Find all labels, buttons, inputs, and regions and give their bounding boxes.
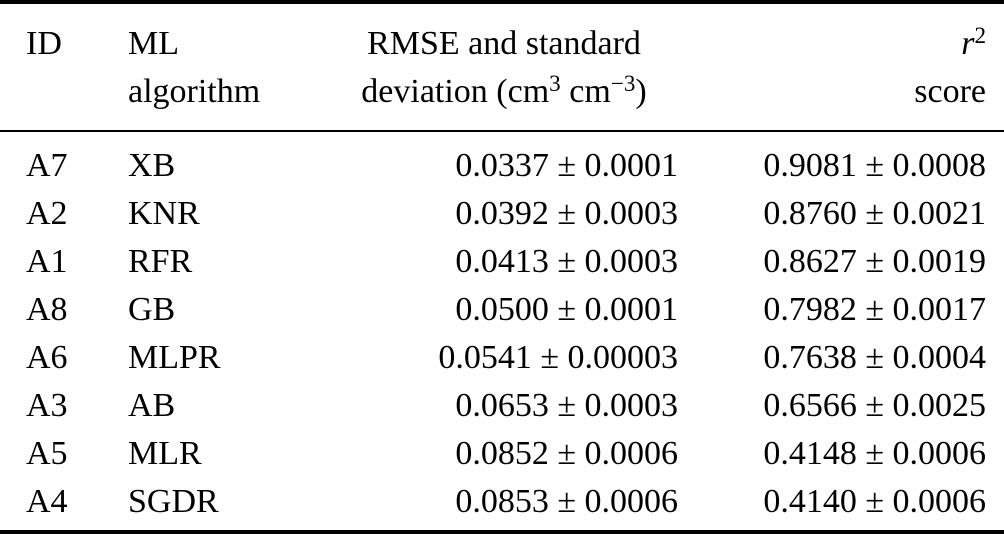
cell-r2-score: 0.6566 ± 0.0025 xyxy=(763,387,986,424)
header-rmse-line2: deviation (cm3 cm−3) xyxy=(330,68,678,116)
cell-algorithm: KNR xyxy=(128,195,200,232)
header-r2-line1: r2 xyxy=(678,20,986,68)
cell-algorithm: RFR xyxy=(128,243,193,280)
table-header: ID ML algorithm RMSE and standard deviat… xyxy=(0,4,1004,130)
header-rmse-unit-prefix: deviation (cm xyxy=(361,73,550,110)
table-row: A4 SGDR 0.0853 ± 0.0006 0.4140 ± 0.0006 xyxy=(0,478,1004,526)
table-top-rule xyxy=(0,0,1004,4)
cell-r2-score: 0.4140 ± 0.0006 xyxy=(763,483,986,520)
header-ml-algorithm: ML algorithm xyxy=(128,20,330,116)
table-row: A3 AB 0.0653 ± 0.0003 0.6566 ± 0.0025 xyxy=(0,382,1004,430)
table-row: A8 GB 0.0500 ± 0.0001 0.7982 ± 0.0017 xyxy=(0,286,1004,334)
cell-r2-score: 0.9081 ± 0.0008 xyxy=(763,147,986,184)
cell-rmse: 0.0653 ± 0.0003 xyxy=(455,387,678,424)
cell-rmse: 0.0853 ± 0.0006 xyxy=(455,483,678,520)
header-rmse-unit-mid: cm xyxy=(560,73,611,110)
cell-algorithm: SGDR xyxy=(128,483,219,520)
table-row: A2 KNR 0.0392 ± 0.0003 0.8760 ± 0.0021 xyxy=(0,190,1004,238)
cell-rmse: 0.0541 ± 0.00003 xyxy=(438,339,678,376)
header-rmse-unit-suffix: ) xyxy=(635,73,647,110)
cell-rmse: 0.0852 ± 0.0006 xyxy=(455,435,678,472)
cell-algorithm: XB xyxy=(128,147,176,184)
header-ml-line2: algorithm xyxy=(128,73,261,110)
cell-id: A2 xyxy=(26,195,68,232)
cell-rmse: 0.0337 ± 0.0001 xyxy=(455,147,678,184)
cell-rmse: 0.0500 ± 0.0001 xyxy=(455,291,678,328)
table-row: A6 MLPR 0.0541 ± 0.00003 0.7638 ± 0.0004 xyxy=(0,334,1004,382)
cell-algorithm: GB xyxy=(128,291,176,328)
cell-r2-score: 0.8627 ± 0.0019 xyxy=(763,243,986,280)
header-rmse-unit-sup2: −3 xyxy=(610,70,636,97)
header-id-line1: ID xyxy=(26,25,62,62)
table-body: A7 XB 0.0337 ± 0.0001 0.9081 ± 0.0008 A2… xyxy=(0,132,1004,526)
cell-id: A6 xyxy=(26,339,68,376)
cell-id: A7 xyxy=(26,147,68,184)
cell-id: A5 xyxy=(26,435,68,472)
cell-id: A8 xyxy=(26,291,68,328)
cell-rmse: 0.0392 ± 0.0003 xyxy=(455,195,678,232)
header-ml-line1: ML xyxy=(128,25,179,62)
cell-id: A4 xyxy=(26,483,68,520)
header-r2-exponent: 2 xyxy=(974,22,986,49)
header-id: ID xyxy=(0,20,128,116)
header-rmse-line1: RMSE and standard xyxy=(367,25,641,62)
table-bottom-rule xyxy=(0,530,1004,534)
cell-algorithm: MLR xyxy=(128,435,202,472)
table-row: A7 XB 0.0337 ± 0.0001 0.9081 ± 0.0008 xyxy=(0,142,1004,190)
cell-algorithm: AB xyxy=(128,387,176,424)
cell-id: A3 xyxy=(26,387,68,424)
header-rmse-unit-sup1: 3 xyxy=(549,70,561,97)
header-r2-line2: score xyxy=(914,73,986,110)
cell-id: A1 xyxy=(26,243,68,280)
table-row: A1 RFR 0.0413 ± 0.0003 0.8627 ± 0.0019 xyxy=(0,238,1004,286)
cell-r2-score: 0.7982 ± 0.0017 xyxy=(763,291,986,328)
header-rmse: RMSE and standard deviation (cm3 cm−3) xyxy=(330,20,678,116)
cell-r2-score: 0.8760 ± 0.0021 xyxy=(763,195,986,232)
header-r2-score: r2 score xyxy=(678,20,986,116)
cell-r2-score: 0.7638 ± 0.0004 xyxy=(763,339,986,376)
header-r2-symbol: r xyxy=(961,25,975,62)
table-header-rule xyxy=(0,130,1004,132)
cell-r2-score: 0.4148 ± 0.0006 xyxy=(763,435,986,472)
cell-rmse: 0.0413 ± 0.0003 xyxy=(455,243,678,280)
table-row: A5 MLR 0.0852 ± 0.0006 0.4148 ± 0.0006 xyxy=(0,430,1004,478)
cell-algorithm: MLPR xyxy=(128,339,221,376)
